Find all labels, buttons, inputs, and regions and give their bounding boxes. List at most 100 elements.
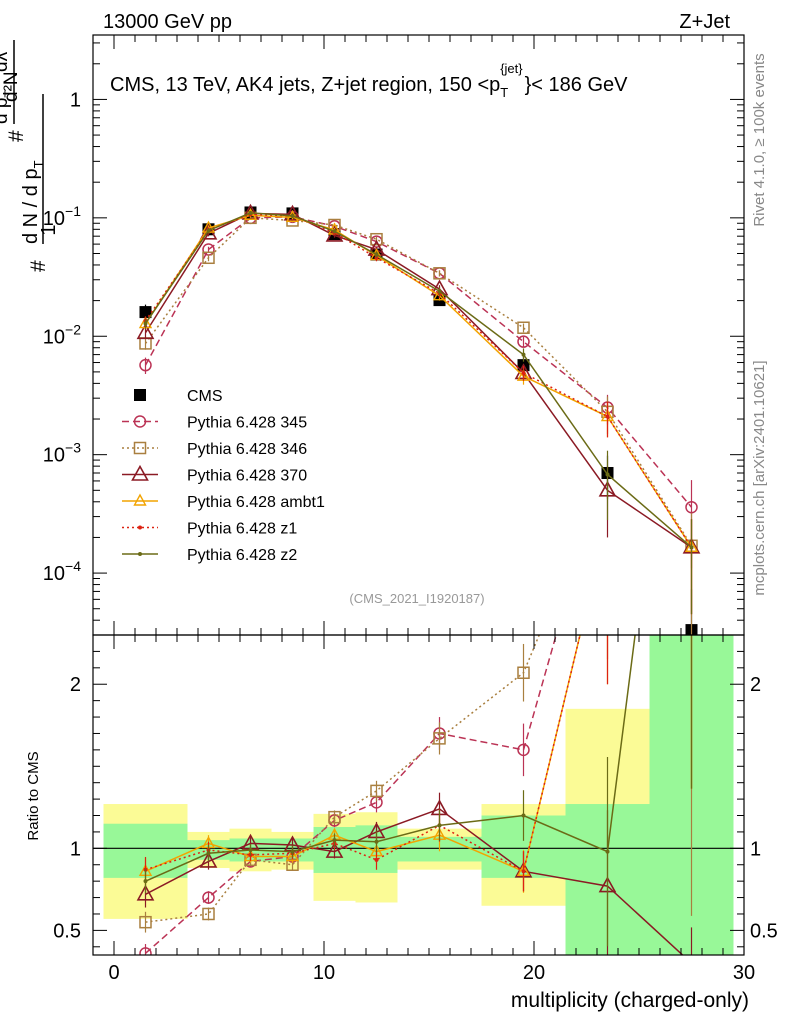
main-ytick-exp-4: −4 [65, 558, 81, 574]
legend-label-ambt1: Pythia 6.428 ambt1 [187, 494, 325, 511]
legend-label-CMS: CMS [187, 388, 223, 405]
point-p345-7 [517, 335, 530, 348]
xtick-label-1: 10 [313, 962, 335, 984]
ylabel-dlambda: dλ [0, 51, 12, 72]
legend-label-p345: Pythia 6.428 345 [187, 415, 307, 432]
main-ytick-label-1: 10−1 [43, 203, 81, 230]
ratio-ytick-label-left-0: 0.5 [53, 920, 81, 942]
main-ytick-label-4: 10−4 [43, 558, 81, 585]
point-z2-3 [290, 213, 295, 218]
main-panel-series [136, 203, 701, 635]
ratio-point-p370-1 [199, 851, 218, 868]
point-z2-2 [248, 210, 253, 215]
legend-marker-p370 [131, 464, 149, 481]
ratio-point-p346-4 [328, 810, 341, 824]
ratio-point-z2-8 [605, 849, 610, 854]
ylabel-one: 1 [38, 224, 60, 235]
ratio-point-p370-0 [136, 884, 155, 901]
ratio-ytick-label-left-2: 2 [70, 674, 81, 696]
chart-title-sub: T [500, 85, 508, 100]
legend-label-p370: Pythia 6.428 370 [187, 468, 307, 485]
xlabel: multiplicity (charged-only) [511, 989, 749, 1012]
legend-label-p346: Pythia 6.428 346 [187, 441, 307, 458]
legend-label-z1: Pythia 6.428 z1 [187, 521, 297, 538]
main-ytick-base-3: 10 [43, 445, 65, 467]
ratio-point-p370-9 [690, 953, 693, 955]
source-label: mcplots.cern.ch [arXiv:2401.10621] [751, 360, 768, 595]
point-z2-8 [605, 472, 610, 477]
ratio-point-ambt1-9 [686, 186, 697, 196]
ylabel-dn: d N / d p [20, 168, 42, 244]
chart-title-sup: {jet} [500, 61, 523, 76]
ratio-panel-series [93, 186, 744, 955]
point-p346-1 [202, 251, 215, 265]
ratio-line-p345 [145, 635, 557, 954]
point-z1-8 [605, 414, 610, 419]
point-p346-7 [517, 321, 530, 334]
legend-label-z2: Pythia 6.428 z2 [187, 547, 297, 564]
ratio-point-z2-6 [437, 823, 442, 828]
main-ytick-label-0: 1 [70, 89, 81, 111]
main-ytick-label-2: 10−2 [43, 321, 81, 348]
ratio-line-z1 [145, 635, 581, 873]
point-z2-9 [689, 545, 694, 550]
ylabel-hash2: # [5, 130, 28, 142]
legend-marker-p345 [133, 415, 147, 428]
ratio-point-z2-4 [332, 838, 337, 843]
ratio-point-p346-6 [433, 732, 446, 745]
ratio-ylabel: Ratio to CMS [25, 751, 42, 840]
point-p345-0 [139, 358, 152, 372]
series-line-z1 [144, 213, 693, 548]
ratio-point-p346-1 [202, 907, 215, 921]
ratio-line-p370 [145, 808, 684, 955]
ratio-point-z2-2 [248, 847, 253, 852]
point-z2-6 [437, 289, 442, 294]
xtick-label-0: 0 [108, 962, 119, 984]
legend-marker-ambt1 [133, 493, 147, 506]
chart-title-tail: }< 186 GeV [525, 74, 629, 96]
ratio-ytick-label-right-1: 1 [750, 838, 761, 860]
ratio-line-z2 [145, 635, 636, 882]
process-label: Z+Jet [679, 11, 730, 33]
xtick-label-3: 30 [733, 962, 755, 984]
ratio-point-z2-7 [521, 813, 526, 818]
main-ytick-base-0: 1 [70, 89, 81, 111]
ratio-point-z2-0 [143, 879, 148, 884]
legend: CMS Pythia 6.428 345 Pythia 6.428 346 Pythi… [122, 388, 325, 564]
main-ytick-exp-3: −3 [65, 440, 81, 456]
ratio-point-z1-7 [521, 869, 526, 874]
ylabel-dpt: d p [0, 98, 12, 124]
main-ytick-label-3: 10−3 [43, 440, 81, 467]
ratio-point-z2-3 [290, 849, 295, 854]
svg-text:#: # [27, 260, 50, 272]
ratio-point-z1-5 [374, 857, 379, 862]
ylabel-hash: # [27, 260, 50, 272]
point-p370-3 [283, 204, 302, 221]
main-frame [92, 34, 745, 636]
ratio-point-p346-5 [370, 784, 383, 798]
point-p346-5 [370, 232, 383, 246]
point-z2-5 [374, 252, 379, 257]
point-p345-9 [685, 500, 698, 514]
main-ytick-base-1: 10 [43, 208, 65, 230]
ratio-point-p345-1 [202, 891, 215, 904]
point-z1-7 [521, 370, 526, 375]
rivet-label: Rivet 4.1.0, ≥ 100k events [751, 53, 768, 226]
main-ytick-base-4: 10 [43, 563, 65, 585]
ratio-point-z1-9 [690, 190, 694, 194]
ratio-frame [92, 634, 745, 956]
ratio-point-p370-4 [325, 841, 344, 858]
ratio-point-p345-7 [517, 743, 530, 757]
legend-marker-p346 [133, 441, 147, 455]
main-ylabel: # 1 d N / d pT # d²N d pT dλ [0, 40, 60, 272]
point-z2-0 [143, 321, 148, 326]
ratio-point-p346-7 [517, 666, 530, 679]
ratio-point-p346-9 [686, 186, 697, 197]
legend-marker-z1 [138, 525, 142, 530]
point-CMS-0 [139, 306, 152, 319]
main-ytick-exp-2: −2 [65, 321, 81, 337]
series-line-z2 [144, 212, 692, 548]
ratio-point-z2-9 [690, 190, 694, 194]
energy-label: 13000 GeV pp [103, 11, 232, 33]
